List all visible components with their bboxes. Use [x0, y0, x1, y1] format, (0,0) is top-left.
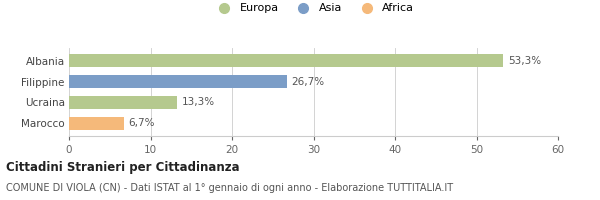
Text: 6,7%: 6,7% [128, 118, 155, 128]
Text: COMUNE DI VIOLA (CN) - Dati ISTAT al 1° gennaio di ogni anno - Elaborazione TUTT: COMUNE DI VIOLA (CN) - Dati ISTAT al 1° … [6, 183, 453, 193]
Bar [69, 96, 178, 109]
Bar [69, 54, 503, 67]
Legend: Europa, Asia, Africa: Europa, Asia, Africa [208, 0, 419, 18]
Bar [69, 75, 287, 88]
Text: 53,3%: 53,3% [508, 56, 541, 66]
Text: Cittadini Stranieri per Cittadinanza: Cittadini Stranieri per Cittadinanza [6, 161, 239, 174]
Text: 13,3%: 13,3% [182, 97, 215, 107]
Bar [69, 117, 124, 130]
Text: 26,7%: 26,7% [292, 77, 325, 87]
